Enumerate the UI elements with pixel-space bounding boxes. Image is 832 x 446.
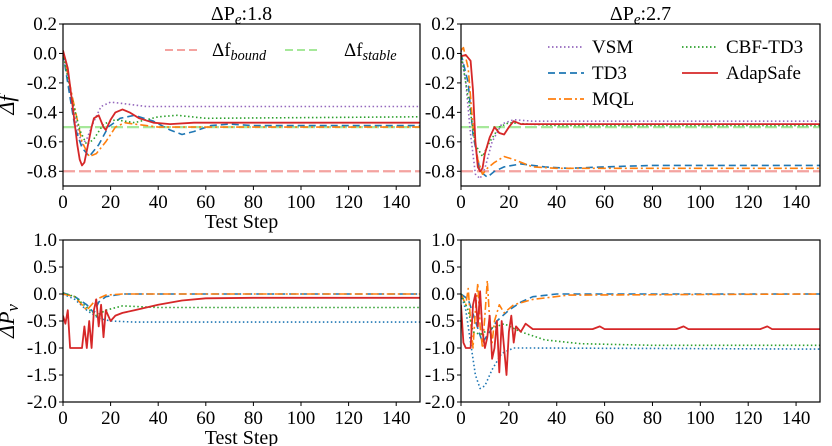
- y-tick-label: -1.0: [425, 338, 455, 359]
- series-td3: [63, 53, 420, 158]
- y-tick-label: 1.0: [431, 230, 455, 251]
- x-tick-label: 100: [686, 192, 715, 213]
- y-tick-label: -0.5: [27, 311, 57, 332]
- y-tick-label: -0.5: [425, 311, 455, 332]
- x-tick-label: 120: [334, 192, 363, 213]
- x-tick-label: 140: [782, 192, 811, 213]
- series-td3: [63, 292, 420, 314]
- y-tick-label: -1.5: [425, 365, 455, 386]
- x-tick-label: 100: [686, 408, 715, 429]
- series-adapsafe: [461, 54, 820, 173]
- axes-frame: [460, 23, 821, 187]
- y-tick-label: 0.0: [431, 43, 455, 64]
- x-tick-label: 60: [196, 192, 215, 213]
- y-tick-label: -0.4: [27, 102, 58, 123]
- series-cbf-td3: [63, 292, 420, 317]
- subplot-title: ΔPe:1.8: [211, 3, 272, 28]
- y-tick-label: -0.2: [27, 73, 57, 94]
- axes-frame: [62, 23, 421, 187]
- reference-legend: Δfbound Δfstable: [165, 40, 397, 64]
- x-tick-label: 20: [499, 192, 518, 213]
- series-td3: [461, 53, 820, 178]
- legend-label: MQL: [592, 89, 634, 110]
- series-mql: [461, 46, 820, 175]
- x-tick-label: 20: [101, 408, 120, 429]
- axes-frame: [62, 239, 421, 403]
- y-tick-label: -2.0: [425, 392, 455, 413]
- y-tick-label: 0.0: [33, 43, 57, 64]
- x-axis-label: Test Step: [205, 427, 279, 446]
- x-tick-label: 140: [782, 408, 811, 429]
- x-tick-label: 0: [456, 192, 466, 213]
- x-tick-label: 40: [149, 408, 168, 429]
- subplot-2: 0 20 40 60 80 100 120 140 0.2 0.0 -0.2 -0.4 -0.6 -0.8…: [425, 3, 821, 213]
- y-tick-label: -0.4: [425, 102, 456, 123]
- y-tick-label: -0.8: [27, 161, 57, 182]
- y-tick-label: -2.0: [27, 392, 57, 413]
- legend-label: Δfstable: [344, 40, 397, 64]
- y-axis-label: ΔPv: [0, 303, 22, 338]
- x-tick-label: 120: [734, 408, 763, 429]
- series-vsm: [461, 50, 820, 180]
- y-tick-label: 0.2: [33, 14, 57, 35]
- x-tick-label: 140: [382, 408, 411, 429]
- y-tick-label: 0.5: [33, 257, 57, 278]
- x-tick-label: 80: [643, 408, 662, 429]
- legend-label: Δfbound: [212, 40, 267, 64]
- x-tick-label: 40: [547, 408, 566, 429]
- x-tick-label: 80: [643, 192, 662, 213]
- y-tick-label: -1.5: [27, 365, 57, 386]
- x-tick-label: 40: [547, 192, 566, 213]
- series-adapsafe: [63, 50, 420, 167]
- y-tick-label: 1.0: [33, 230, 57, 251]
- y-tick-label: 0.2: [431, 14, 455, 35]
- x-tick-label: 100: [287, 408, 316, 429]
- x-tick-label: 140: [382, 192, 411, 213]
- y-tick-label: -0.6: [27, 132, 57, 153]
- x-tick-label: 40: [149, 192, 168, 213]
- subplot-1: 0 20 40 60 80 100 120 140 0.2 0.0 -0.2 -0.4 -0.6 -0.8…: [0, 3, 421, 233]
- y-tick-label: -0.6: [425, 132, 455, 153]
- x-tick-label: 0: [58, 192, 68, 213]
- x-tick-label: 0: [58, 408, 68, 429]
- y-tick-label: 0.0: [33, 284, 57, 305]
- x-tick-label: 20: [101, 192, 120, 213]
- y-axis-label: Δf: [0, 93, 19, 116]
- series-vsm: [461, 293, 820, 390]
- series-vsm: [63, 293, 420, 323]
- subplot-4: 0 20 40 60 80 100 120 140 1.0 0.5 0.0 -0.5 -1.0 -1.5 -…: [425, 230, 821, 429]
- series-mql: [63, 50, 420, 158]
- y-tick-label: -0.2: [425, 73, 455, 94]
- series-adapsafe: [461, 290, 820, 376]
- legend-label: CBF-TD3: [726, 37, 803, 58]
- x-tick-label: 120: [734, 192, 763, 213]
- series-vsm: [63, 50, 420, 146]
- x-tick-label: 60: [595, 408, 614, 429]
- y-tick-label: -0.8: [425, 161, 455, 182]
- x-tick-label: 60: [196, 408, 215, 429]
- x-tick-label: 0: [456, 408, 466, 429]
- series-adapsafe: [63, 296, 420, 349]
- y-tick-label: 0.5: [431, 257, 455, 278]
- y-tick-label: -1.0: [27, 338, 57, 359]
- legend-label: VSM: [592, 37, 633, 58]
- subplot-title: ΔPe:2.7: [610, 3, 671, 28]
- x-axis-label: Test Step: [205, 211, 279, 233]
- x-tick-label: 80: [244, 408, 263, 429]
- series-cbf-td3: [63, 53, 420, 146]
- series-legend: VSM CBF-TD3 TD3 AdapSafe MQL: [548, 37, 803, 110]
- y-tick-label: 0.0: [431, 284, 455, 305]
- x-tick-label: 80: [244, 192, 263, 213]
- x-tick-label: 60: [595, 192, 614, 213]
- x-tick-label: 20: [499, 408, 518, 429]
- x-tick-label: 100: [287, 192, 316, 213]
- legend-label: TD3: [592, 63, 627, 84]
- axes-frame: [460, 239, 821, 403]
- subplot-3: 0 20 40 60 80 100 120 140 1.0 0.5 0.0 -0.5 -1.0 -1.5 -…: [0, 230, 421, 446]
- x-tick-label: 120: [334, 408, 363, 429]
- legend-label: AdapSafe: [726, 63, 801, 84]
